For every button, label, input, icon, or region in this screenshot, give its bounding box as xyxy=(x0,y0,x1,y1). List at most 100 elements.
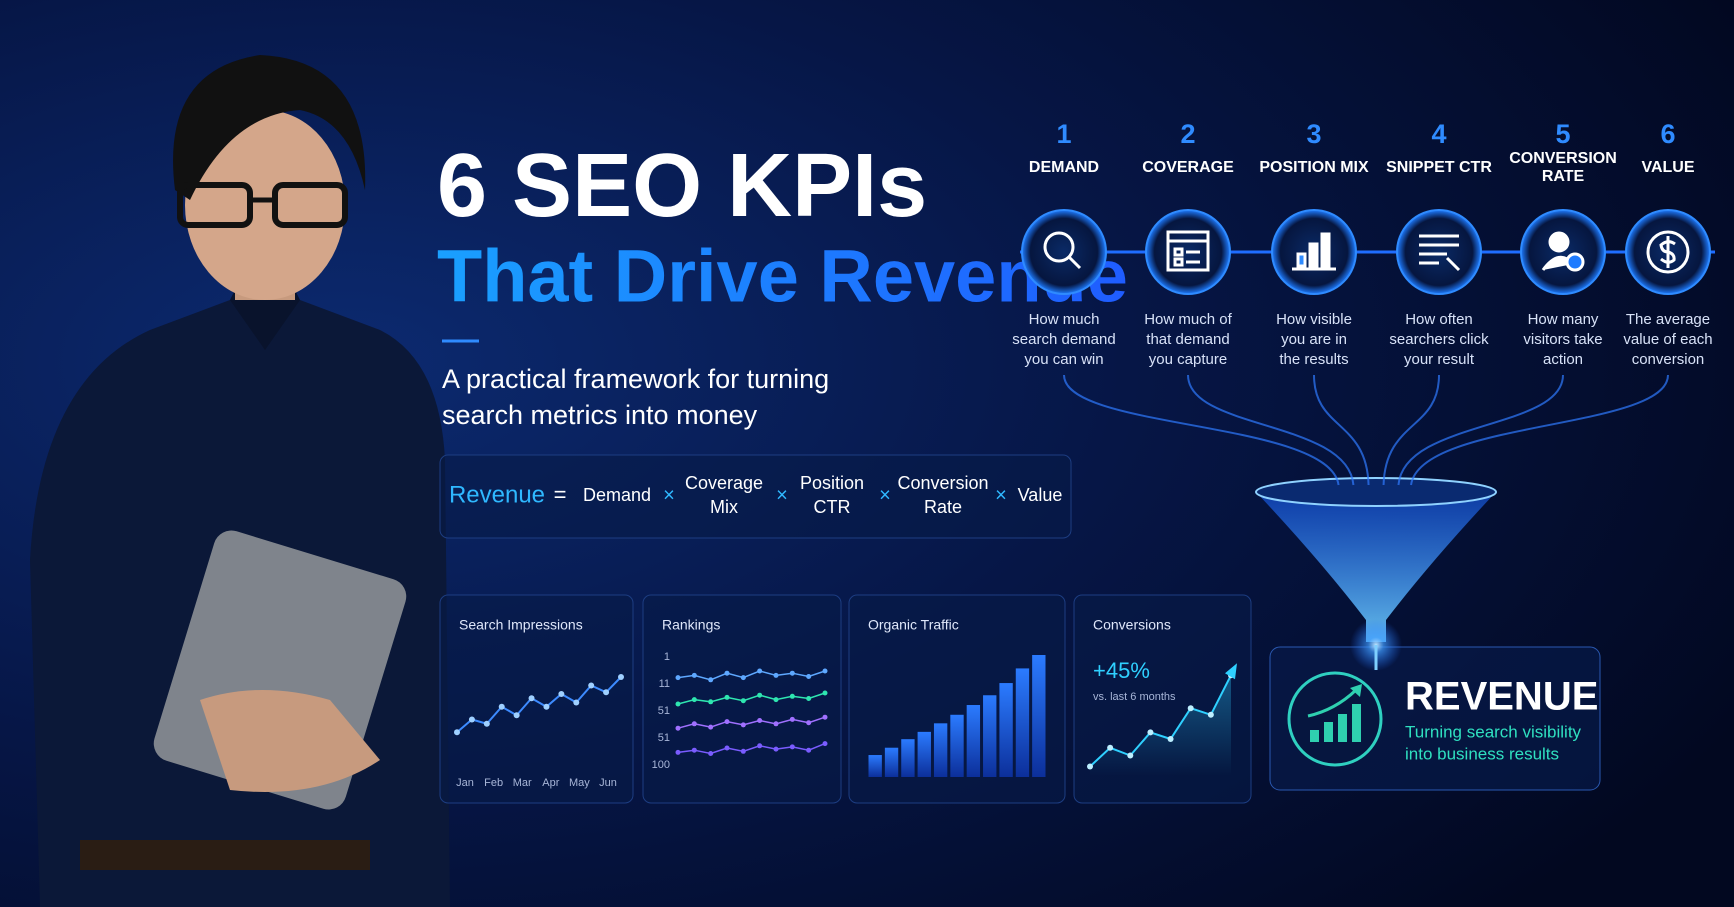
line xyxy=(1089,674,1232,768)
x-tick-label: Jun xyxy=(599,777,617,789)
revenue-title: REVENUE xyxy=(1405,675,1598,719)
point xyxy=(724,745,730,751)
point xyxy=(691,697,697,703)
kpi-number: 3 xyxy=(1306,119,1321,149)
flow-line xyxy=(1397,374,1564,486)
point xyxy=(498,703,505,710)
kpi-description: search demand xyxy=(1012,331,1115,348)
subtitle-line: A practical framework for turning xyxy=(442,364,829,394)
point xyxy=(1127,752,1134,759)
formula-term: Conversion xyxy=(897,473,988,493)
point xyxy=(675,701,681,707)
formula-term: Rate xyxy=(924,497,962,517)
kpi-number: 4 xyxy=(1431,119,1446,149)
x-tick-label: May xyxy=(569,777,590,789)
point xyxy=(1167,736,1174,742)
point xyxy=(757,743,763,749)
point xyxy=(1107,744,1114,751)
kpi-description: visitors take xyxy=(1523,331,1602,348)
formula-term: Coverage xyxy=(685,473,763,493)
flow-line xyxy=(1187,374,1355,486)
bar xyxy=(950,714,964,777)
kpi-label: RATE xyxy=(1542,168,1585,185)
bar xyxy=(901,739,915,777)
point xyxy=(806,696,812,701)
line xyxy=(677,670,826,681)
icon-part xyxy=(1308,242,1319,268)
stat: +45% xyxy=(1093,658,1150,683)
kpi-description: How many xyxy=(1528,311,1599,328)
point xyxy=(513,712,520,719)
point xyxy=(789,744,795,750)
subtitle-line: search metrics into money xyxy=(442,400,758,430)
bar xyxy=(1032,655,1046,777)
point xyxy=(468,716,475,723)
point xyxy=(675,725,681,731)
kpi-icon-circle xyxy=(1021,209,1107,295)
point xyxy=(806,674,812,679)
kpi-description: searchers click xyxy=(1389,331,1489,348)
point xyxy=(740,698,746,704)
flow-line xyxy=(1410,374,1669,486)
point xyxy=(454,729,460,736)
bar xyxy=(868,755,882,777)
flow-line xyxy=(1063,374,1340,486)
bar xyxy=(999,683,1013,777)
icon-part xyxy=(1659,236,1676,268)
kpi-description: that demand xyxy=(1146,331,1229,348)
icon-part xyxy=(1320,232,1331,268)
formula-term: Position xyxy=(800,473,864,493)
kpi-icon xyxy=(1419,234,1461,272)
icon-part xyxy=(1043,231,1075,263)
kpi-description: How much of xyxy=(1144,311,1232,328)
kpi-description: The average xyxy=(1626,311,1710,328)
icon-part xyxy=(1565,252,1585,272)
y-tick-label: 51 xyxy=(658,732,670,744)
x-tick-label: Jan xyxy=(456,777,474,789)
point xyxy=(1207,711,1214,718)
point xyxy=(528,695,535,702)
point xyxy=(757,718,763,723)
point xyxy=(483,720,490,727)
line xyxy=(677,716,826,729)
point xyxy=(724,694,730,700)
point xyxy=(691,747,697,753)
point xyxy=(708,699,714,705)
kpi-description: How often xyxy=(1405,311,1473,328)
line xyxy=(677,692,826,705)
funnel-rim xyxy=(1255,477,1497,507)
x-tick-label: Apr xyxy=(542,777,559,789)
x-tick-label: Feb xyxy=(484,777,503,789)
formula-term: CTR xyxy=(814,497,851,517)
kpi-description: you capture xyxy=(1149,351,1227,368)
kpi-label: SNIPPET CTR xyxy=(1386,159,1492,176)
point xyxy=(773,697,779,703)
bar xyxy=(884,747,899,777)
funnel xyxy=(1256,492,1496,642)
bar xyxy=(1015,668,1030,777)
revenue-icon-bars xyxy=(1307,684,1362,742)
stat-note: vs. last 6 months xyxy=(1093,691,1176,703)
person xyxy=(30,55,450,907)
point xyxy=(708,751,714,756)
title-line1: 6 SEO KPIs xyxy=(437,136,927,236)
kpi-description: How visible xyxy=(1276,311,1352,328)
formula-term: Mix xyxy=(710,497,738,517)
point xyxy=(773,746,779,752)
kpi-label: VALUE xyxy=(1641,159,1694,176)
point xyxy=(691,721,697,727)
point xyxy=(806,747,812,753)
point xyxy=(740,748,746,754)
point xyxy=(822,714,828,720)
point xyxy=(691,672,697,678)
y-tick-label: 11 xyxy=(659,678,670,690)
icon-part xyxy=(1067,255,1082,270)
kpi-description: How much xyxy=(1029,311,1100,328)
formula-operator: × xyxy=(776,484,788,506)
point xyxy=(708,724,714,730)
icon-part xyxy=(1173,257,1184,267)
point xyxy=(1087,763,1093,770)
y-tick-label: 1 xyxy=(664,651,670,663)
point xyxy=(675,675,681,681)
kpi-description: your result xyxy=(1404,351,1475,368)
